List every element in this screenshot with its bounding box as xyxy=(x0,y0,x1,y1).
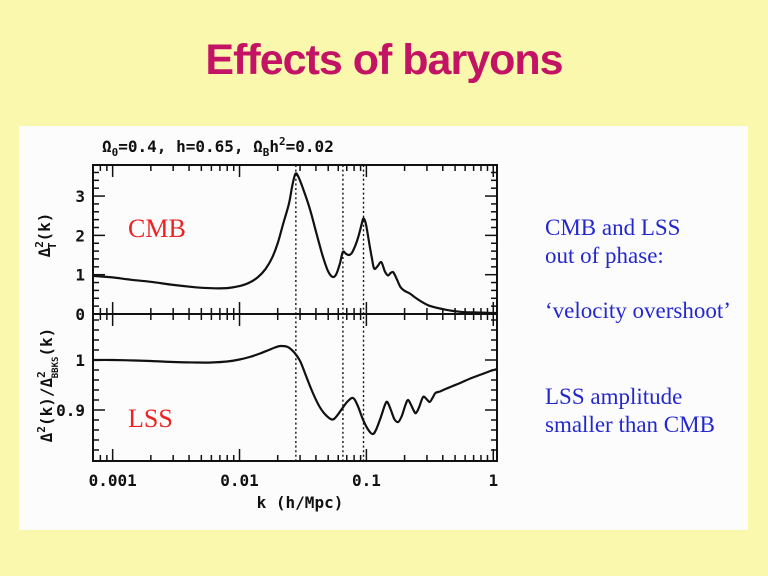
tick-label: 1 xyxy=(488,471,498,490)
tick-label: 1 xyxy=(75,351,85,370)
tick-label: 0.01 xyxy=(220,471,259,490)
tick-label: 1 xyxy=(75,266,85,285)
y-axis-label-bottom: Δ2(k)/Δ2 BBKS(k) xyxy=(35,328,61,443)
note-line: LSS amplitude xyxy=(545,384,683,409)
tick-label: 3 xyxy=(75,187,85,206)
power-spectrum-plot: Ω0=0.4, h=0.65, ΩBh2=0.02 Δ2T(k) Δ2(k)/Δ… xyxy=(33,135,499,512)
page-title: Effects of baryons xyxy=(205,36,563,84)
note-out-of-phase: CMB and LSS out of phase: xyxy=(545,214,680,270)
spectrum-curves xyxy=(91,172,499,436)
note-line: smaller than CMB xyxy=(545,412,715,437)
cmb-curve-label: CMB xyxy=(128,214,186,243)
tick-label: 2 xyxy=(75,226,85,245)
note-line: ‘velocity overshoot’ xyxy=(545,298,731,323)
tick-label: 0.9 xyxy=(56,401,85,420)
note-velocity-overshoot: ‘velocity overshoot’ xyxy=(545,297,731,325)
note-line: out of phase: xyxy=(545,243,664,268)
figure-panel: Ω0=0.4, h=0.65, ΩBh2=0.02 Δ2T(k) Δ2(k)/Δ… xyxy=(19,126,748,530)
tick-labels: 0 1 2 3 1 0.9 0.001 0.01 0.1 1 xyxy=(56,187,498,490)
lss-curve-label: LSS xyxy=(128,404,173,433)
x-axis-label: k (h/Mpc) xyxy=(257,493,344,512)
note-line: CMB and LSS xyxy=(545,215,681,240)
tick-label: 0.001 xyxy=(89,471,137,490)
plot-header: Ω0=0.4, h=0.65, ΩBh2=0.02 xyxy=(102,135,334,159)
tick-label: 0 xyxy=(75,305,85,324)
lss-curve xyxy=(91,344,499,436)
tick-label: 0.1 xyxy=(352,471,381,490)
y-axis-label-top: Δ2T(k) xyxy=(33,213,59,258)
note-lss-amplitude: LSS amplitude smaller than CMB xyxy=(545,383,715,439)
cmb-curve xyxy=(91,172,499,315)
axes-frame xyxy=(92,164,498,462)
